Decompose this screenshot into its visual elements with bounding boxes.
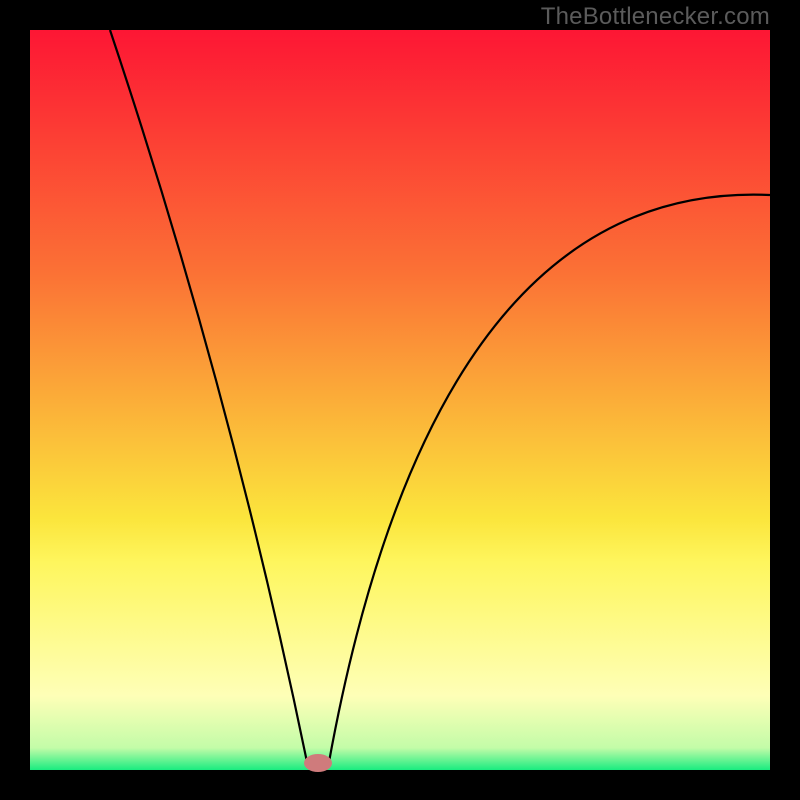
chart-frame: TheBottlenecker.com [0,0,800,800]
optimal-point-marker [304,754,332,772]
bottleneck-curve [0,0,800,800]
